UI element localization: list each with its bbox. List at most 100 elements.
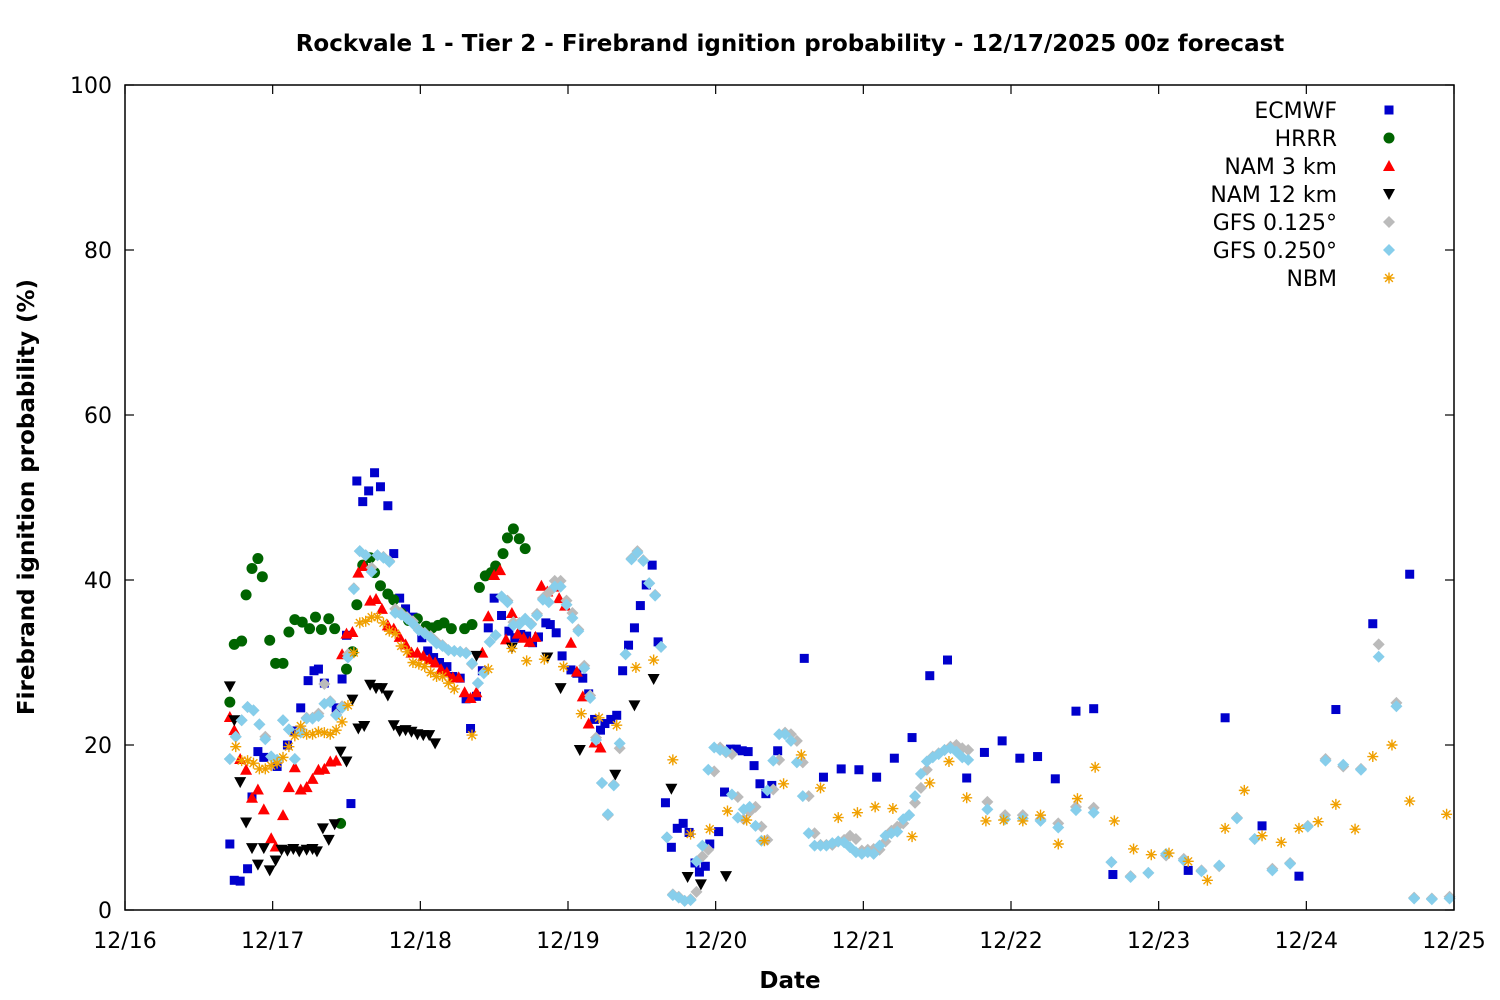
data-point: [251, 783, 264, 795]
data-point: [779, 728, 792, 741]
data-point: [452, 671, 465, 683]
data-point: [725, 744, 735, 754]
data-point: [1230, 812, 1243, 825]
legend-label: HRRR: [1275, 127, 1337, 152]
data-point: [681, 872, 694, 883]
legend-marker: [1383, 160, 1395, 171]
data-point: [647, 674, 660, 685]
data-point: [637, 555, 650, 568]
y-tick-label: 100: [70, 74, 112, 99]
data-point: [429, 653, 439, 663]
data-point: [743, 800, 756, 813]
data-point: [595, 776, 608, 789]
data-point: [1213, 859, 1226, 872]
data-point: [554, 683, 567, 695]
data-point: [600, 719, 610, 729]
x-axis-label: Date: [759, 968, 820, 994]
data-point: [564, 636, 577, 648]
data-point: [667, 754, 679, 766]
data-point: [381, 619, 394, 631]
data-point: [981, 795, 994, 808]
data-point: [483, 623, 493, 633]
data-point: [295, 720, 307, 732]
data-point: [365, 565, 378, 578]
data-point: [377, 617, 389, 629]
data-point: [425, 666, 437, 678]
data-point: [705, 839, 715, 849]
data-point: [854, 765, 864, 775]
data-point: [629, 623, 639, 633]
data-point: [271, 757, 283, 769]
data-point: [690, 855, 703, 868]
data-point: [460, 647, 473, 660]
data-point: [505, 607, 518, 618]
data-point: [497, 610, 507, 620]
data-point: [322, 834, 335, 846]
data-point: [595, 725, 605, 735]
data-point: [869, 801, 881, 813]
legend-label: NAM 12 km: [1210, 183, 1337, 208]
data-point: [513, 533, 525, 545]
data-point: [389, 628, 401, 640]
axis-ticks: 12/16 12/17 12/18 12/19 12/20 12/21 12/22 12/23…: [70, 74, 1486, 954]
data-point: [242, 755, 254, 767]
data-point: [466, 724, 476, 733]
data-point: [247, 704, 260, 717]
data-point: [395, 640, 407, 652]
data-point: [306, 772, 319, 784]
x-tick-label: 12/18: [389, 929, 452, 954]
data-point: [998, 814, 1010, 826]
data-point: [1349, 823, 1361, 835]
data-point: [523, 635, 536, 647]
data-point: [346, 799, 356, 809]
data-point: [1163, 847, 1175, 859]
data-point: [962, 753, 975, 766]
data-point: [1390, 700, 1403, 713]
data-point: [289, 730, 301, 742]
data-point: [1238, 784, 1250, 796]
data-point: [685, 828, 697, 840]
data-point: [521, 655, 533, 667]
data-point: [1441, 808, 1453, 820]
data-point: [851, 807, 863, 819]
data-point: [419, 661, 431, 673]
data-point: [296, 703, 306, 713]
data-point: [383, 555, 396, 568]
data-point: [483, 635, 496, 648]
data-point: [1372, 638, 1385, 651]
data-point: [557, 651, 567, 661]
data-point: [694, 867, 704, 877]
data-point: [628, 700, 641, 712]
data-point: [360, 615, 372, 627]
data-point: [618, 666, 628, 676]
data-point: [1294, 871, 1304, 881]
data-point: [584, 691, 597, 704]
data-point: [312, 710, 325, 723]
data-point: [494, 564, 507, 576]
data-point: [334, 746, 347, 758]
data-point: [324, 696, 337, 709]
data-point: [240, 817, 253, 829]
data-point: [318, 762, 331, 774]
data-point: [1145, 849, 1157, 861]
data-point: [395, 593, 405, 603]
data-point: [370, 468, 380, 478]
data-point: [328, 819, 341, 831]
data-point: [714, 827, 724, 837]
data-point: [914, 767, 927, 780]
data-point: [489, 629, 502, 642]
data-point: [235, 876, 245, 886]
data-point: [277, 751, 289, 763]
data-point: [925, 671, 935, 681]
data-point: [383, 625, 395, 637]
data-point: [649, 589, 662, 602]
data-point: [720, 871, 733, 883]
data-point: [489, 593, 499, 603]
x-tick-label: 12/25: [1422, 929, 1485, 954]
data-point: [277, 809, 290, 821]
data-point: [572, 625, 585, 638]
data-point: [741, 814, 753, 826]
data-point: [374, 580, 386, 592]
data-point: [470, 650, 483, 662]
